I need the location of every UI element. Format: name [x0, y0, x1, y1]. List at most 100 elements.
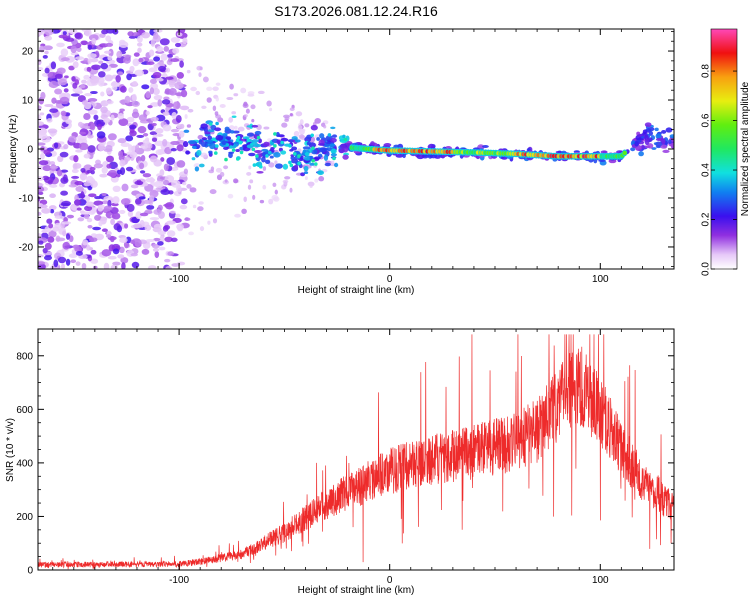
spectrogram-cell [299, 155, 304, 160]
spectrogram-cell [184, 217, 189, 221]
spectrogram-cell [201, 137, 208, 141]
spectrogram-cell [43, 149, 51, 155]
spectrogram-cell [183, 129, 190, 133]
spectrogram-cell [215, 134, 224, 141]
spectrogram-cell [104, 74, 114, 82]
spectrogram-cell [84, 205, 93, 212]
spectrogram-cell [107, 133, 117, 141]
spectrogram-cell [169, 210, 176, 214]
spectrogram-cell [136, 35, 143, 43]
spectrogram-cell [90, 258, 99, 264]
spectrogram-cell [77, 95, 86, 103]
spectrogram-cell [47, 71, 58, 79]
spectrogram-cell [264, 159, 271, 165]
spectrogram-cell [62, 31, 67, 36]
spectrogram-cell [38, 240, 44, 245]
spectrogram-cell [137, 126, 147, 134]
spectrogram-cell [170, 148, 177, 152]
spectrogram-cell [62, 230, 67, 237]
spectrogram-cell [44, 67, 50, 74]
spectrogram-cell [41, 208, 51, 214]
spectrogram-cell [182, 37, 188, 45]
spectrogram-cell [110, 114, 115, 121]
spectrogram-cell [118, 118, 129, 126]
colorbar-tick-label: 0.0 [701, 262, 712, 276]
spectrogram-cell [280, 150, 287, 155]
spectrogram-cell [157, 99, 163, 107]
spectrogram-cell [660, 138, 666, 145]
spectrogram-cell [157, 241, 164, 246]
spectrogram-cell [170, 58, 180, 63]
spectrogram-cell [284, 118, 289, 122]
spectrogram-cell [132, 58, 140, 67]
spectrogram-cell [262, 151, 267, 157]
spectrogram-cell [155, 77, 164, 82]
snr-xtick-label: -100 [169, 575, 189, 586]
spectrogram-cell [74, 180, 84, 186]
spectrogram-cell [630, 147, 636, 152]
spectrogram-cell [152, 71, 162, 79]
spectrogram-cell [199, 66, 203, 71]
spectrogram-cell [38, 261, 46, 265]
spectrogram-cell [65, 258, 71, 266]
spectrogram-cell [125, 135, 134, 142]
spectrogram-cell [259, 199, 265, 204]
spectrogram-cell [271, 194, 279, 201]
spectrogram-cell [195, 90, 201, 96]
spectrogram-cell [256, 170, 264, 174]
spectrogram-cell [38, 182, 44, 187]
spectrogram-cell [203, 126, 208, 133]
spectrogram-cell [215, 167, 223, 173]
spectrogram-cell [74, 32, 83, 40]
spectrogram-cell [72, 244, 80, 250]
spectrogram-cell [249, 179, 254, 184]
spectrogram-cell [100, 91, 105, 97]
spectrogram-cell [255, 162, 260, 167]
spectrogram-cell [88, 34, 99, 41]
spectrogram-cell [97, 143, 105, 152]
spectrogram-cell [105, 100, 114, 105]
spectrogram-cell [88, 211, 95, 215]
spectrogram-cell [107, 169, 117, 178]
spectrogram-cell [60, 263, 66, 269]
spectrogram-cell [167, 251, 175, 257]
spectrogram-cell [329, 143, 336, 147]
spectrogram-cell [68, 65, 75, 71]
spectrogram-cell [49, 108, 59, 113]
spectrogram-cell [395, 153, 404, 158]
spectrogram-cell [178, 130, 185, 138]
spectrogram-cell [248, 152, 256, 157]
spectrogram-cell [38, 105, 42, 110]
spectrogram-cell [176, 32, 183, 37]
spectrogram-cell [184, 114, 188, 119]
spectrogram-cell [259, 164, 263, 169]
spectrogram-cell [186, 184, 192, 189]
spectrogram-cell [149, 131, 158, 136]
spectrogram-cell [319, 133, 325, 139]
spectrogram-cell [159, 235, 165, 243]
spectrogram-cell [155, 149, 164, 156]
spectrogram-cell [73, 155, 79, 163]
spectrogram-cell [105, 35, 112, 42]
spectrogram-cell [124, 223, 129, 229]
spectrogram-cell [118, 150, 124, 158]
spectrogram-cell [142, 181, 149, 187]
spectrogram-cell [289, 163, 294, 168]
spectrogram-cell [327, 133, 332, 137]
spectrogram-cell [112, 29, 119, 35]
spectrogram-cell [86, 217, 93, 223]
spectrogram-cell [119, 246, 125, 254]
spectrogram-cell [191, 157, 196, 161]
spectrogram-cell [194, 166, 200, 172]
spectrogram-cell [88, 193, 97, 198]
spectrogram-cell [107, 55, 113, 61]
spectrogram-cell [263, 141, 270, 147]
spectrogram-cell [163, 203, 173, 208]
spectrogram-cell [665, 127, 673, 133]
spectrogram-cell [402, 153, 406, 159]
spectrogram-cell [171, 112, 177, 119]
spectrogram-cell [112, 248, 120, 255]
spectrogram-cell [303, 155, 311, 161]
spectrogram-cell [70, 93, 80, 97]
spectrogram-cell [223, 165, 229, 170]
